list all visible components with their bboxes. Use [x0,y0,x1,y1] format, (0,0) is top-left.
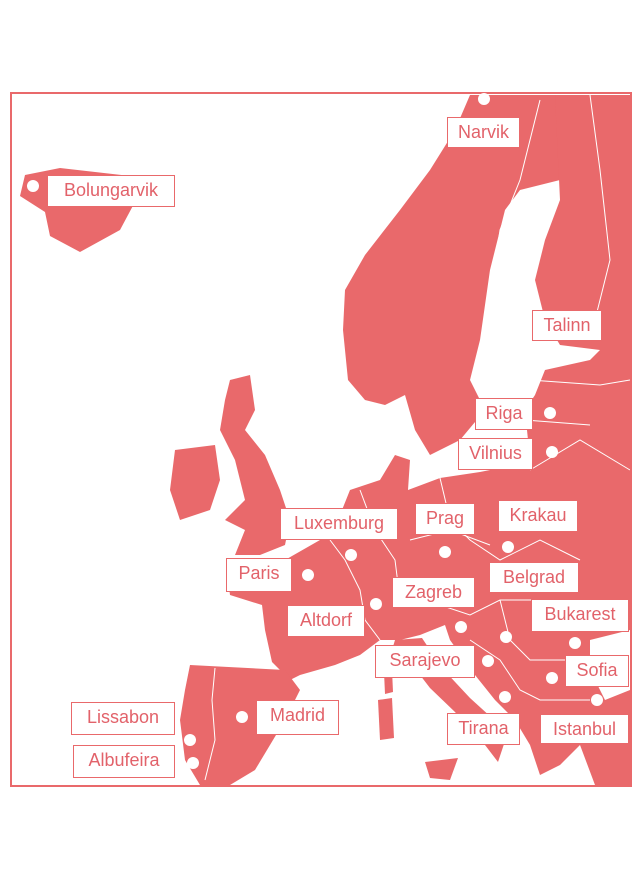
city-label-istanbul[interactable]: Istanbul [540,714,629,744]
city-label-belgrad[interactable]: Belgrad [489,562,579,593]
city-label-sofia[interactable]: Sofia [565,655,629,687]
city-label-bolungarvik[interactable]: Bolungarvik [47,175,175,207]
city-marker-luxemburg[interactable] [345,549,357,561]
city-label-vilnius[interactable]: Vilnius [458,438,533,470]
city-marker-sarajevo[interactable] [482,655,494,667]
city-label-tirana[interactable]: Tirana [447,713,520,745]
city-label-krakau[interactable]: Krakau [498,500,578,532]
city-label-prag[interactable]: Prag [415,503,475,535]
city-label-zagreb[interactable]: Zagreb [392,577,475,608]
city-marker-belgrad[interactable] [500,631,512,643]
sardinia [378,698,394,740]
city-marker-bukarest[interactable] [569,637,581,649]
scandinavia [343,95,560,455]
city-label-madrid[interactable]: Madrid [256,700,339,735]
city-marker-prag[interactable] [439,546,451,558]
ireland [170,445,220,520]
city-marker-vilnius[interactable] [546,446,558,458]
city-label-talinn[interactable]: Talinn [532,310,602,341]
city-marker-krakau[interactable] [502,541,514,553]
city-label-paris[interactable]: Paris [226,558,292,592]
city-marker-tirana[interactable] [499,691,511,703]
city-label-luxemburg[interactable]: Luxemburg [280,508,398,540]
city-marker-zagreb[interactable] [455,621,467,633]
city-marker-albufeira[interactable] [187,757,199,769]
great-britain [220,375,290,555]
city-marker-talinn[interactable] [561,349,573,361]
city-marker-istanbul[interactable] [591,694,603,706]
city-label-sarajevo[interactable]: Sarajevo [375,645,475,678]
city-marker-riga[interactable] [544,407,556,419]
city-marker-madrid[interactable] [236,711,248,723]
city-marker-paris[interactable] [302,569,314,581]
city-marker-narvik[interactable] [478,93,490,105]
iberia [180,665,300,785]
city-label-bukarest[interactable]: Bukarest [531,599,629,632]
city-label-albufeira[interactable]: Albufeira [73,745,175,778]
city-label-lissabon[interactable]: Lissabon [71,702,175,735]
map-frame [10,92,632,787]
city-marker-altdorf[interactable] [370,598,382,610]
city-marker-lissabon[interactable] [184,734,196,746]
sicily [425,758,458,780]
city-marker-sofia[interactable] [546,672,558,684]
city-label-altdorf[interactable]: Altdorf [287,605,365,637]
city-label-narvik[interactable]: Narvik [447,117,520,148]
city-marker-bolungarvik[interactable] [27,180,39,192]
city-label-riga[interactable]: Riga [475,398,533,430]
